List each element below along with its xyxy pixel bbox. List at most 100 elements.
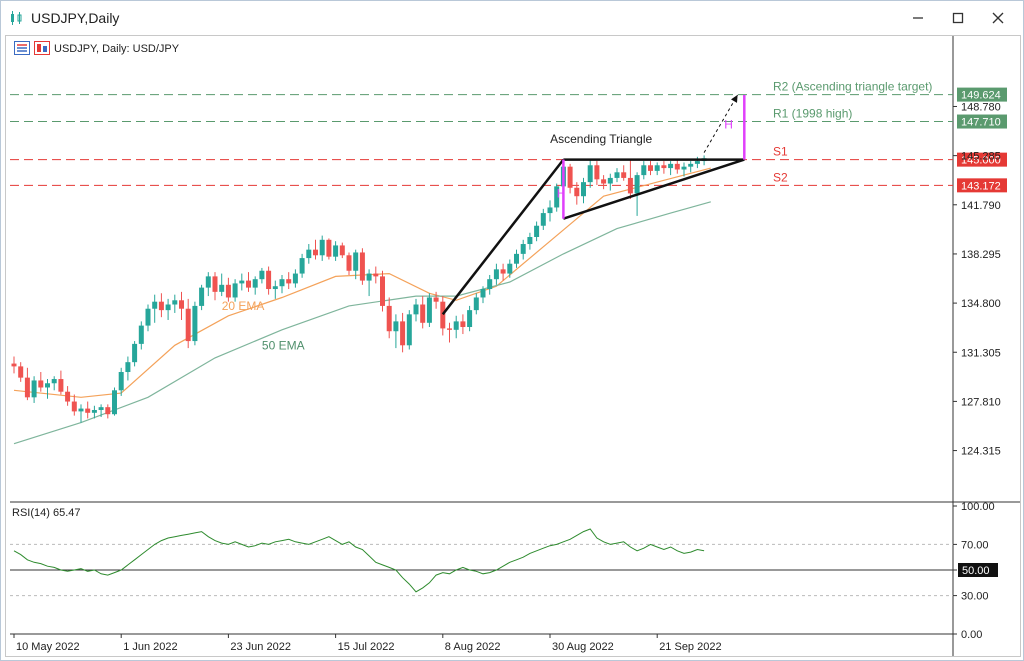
candle: [380, 270, 385, 312]
candle: [440, 296, 446, 336]
level-label: S2: [773, 170, 788, 184]
rsi-title: RSI(14) 65.47: [12, 507, 80, 519]
candle: [648, 161, 653, 176]
x-tick-label: 23 Jun 2022: [230, 641, 291, 653]
candle: [500, 263, 506, 281]
y-tick-label: 127.810: [961, 396, 1001, 408]
chart-annotation: H: [557, 187, 566, 201]
minimize-button[interactable]: [901, 6, 935, 30]
candle: [473, 293, 479, 315]
candle: [507, 259, 513, 278]
candle: [266, 266, 272, 295]
chart-area[interactable]: USDJPY, Daily: USD/JPY R2 (Ascending tri…: [5, 35, 1021, 657]
x-tick-label: 15 Jul 2022: [338, 641, 395, 653]
candle: [621, 165, 627, 181]
candle: [326, 238, 332, 260]
price-chart[interactable]: USDJPY, Daily: USD/JPY R2 (Ascending tri…: [6, 36, 1020, 656]
candle: [259, 267, 265, 284]
candle: [299, 253, 305, 278]
close-icon: [992, 12, 1004, 24]
level-label: R2 (Ascending triangle target): [773, 80, 932, 94]
title-bar: USDJPY,Daily: [1, 1, 1023, 35]
candle: [292, 269, 298, 288]
x-tick-label: 21 Sep 2022: [659, 641, 721, 653]
candle: [627, 159, 633, 200]
candle: [172, 294, 178, 313]
rsi-tick-label: 0.00: [961, 629, 982, 641]
candle: [51, 376, 57, 391]
candle: [688, 161, 694, 173]
ema-line: [13, 201, 711, 445]
candle: [681, 162, 687, 177]
y-tick-label: 138.295: [961, 249, 1001, 261]
rsi-tick-label: 30.00: [961, 591, 989, 603]
candle: [574, 182, 580, 205]
candle: [433, 291, 439, 309]
x-tick-label: 8 Aug 2022: [445, 641, 501, 653]
level-price-badge: [957, 178, 1007, 193]
candle: [58, 370, 64, 395]
chart-annotation: 50 EMA: [262, 339, 305, 353]
candle: [540, 208, 546, 230]
candle: [145, 304, 151, 332]
candle: [333, 241, 339, 261]
candle: [594, 161, 600, 185]
candle: [105, 404, 111, 419]
candle: [125, 356, 131, 381]
candle: [38, 372, 44, 392]
candle: [393, 314, 399, 349]
candle: [460, 314, 466, 335]
candle: [641, 161, 647, 180]
window-title: USDJPY,Daily: [31, 10, 120, 26]
y-tick-label: 134.800: [961, 298, 1001, 310]
candle: [158, 293, 164, 318]
indicator-icon: [34, 41, 50, 55]
candle: [225, 277, 231, 302]
candle: [232, 279, 238, 302]
candle: [24, 367, 30, 401]
y-tick-label: 145.285: [961, 151, 1001, 163]
candle: [192, 301, 198, 346]
candle: [71, 394, 77, 416]
candle: [199, 284, 205, 311]
chart-annotation: H: [724, 118, 733, 132]
candle: [239, 273, 245, 291]
candle: [426, 293, 432, 328]
candle: [65, 386, 71, 406]
level-label: R1 (1998 high): [773, 107, 852, 121]
level-price-label: 143.172: [961, 180, 1001, 192]
candle: [607, 173, 613, 191]
candle: [373, 266, 379, 284]
candle: [527, 232, 533, 250]
y-tick-label: 141.790: [961, 200, 1001, 212]
candle: [467, 305, 473, 332]
chart-annotation: 20 EMA: [222, 299, 265, 313]
level-price-badge: [957, 152, 1007, 167]
candle: [520, 239, 526, 260]
candle: [547, 200, 553, 222]
candle: [668, 161, 674, 176]
candle: [219, 273, 225, 297]
candle: [353, 249, 359, 280]
candle: [453, 315, 459, 339]
candle: [132, 341, 138, 367]
candle: [587, 159, 593, 188]
candle: [601, 175, 607, 190]
close-button[interactable]: [981, 6, 1015, 30]
chart-type-icon: [14, 41, 30, 55]
candle: [205, 272, 211, 297]
candle: [45, 379, 50, 399]
rsi-tick-label: 100.00: [961, 501, 995, 513]
target-arrow-head: [731, 94, 738, 103]
impulse-trendline: [441, 158, 565, 316]
maximize-button[interactable]: [941, 6, 975, 30]
rsi-level-label: 50.00: [962, 565, 990, 577]
candle: [152, 294, 158, 323]
maximize-icon: [952, 12, 964, 24]
level-price-badge: [957, 87, 1007, 102]
candle: [18, 362, 24, 382]
level-price-label: 145.000: [961, 155, 1001, 167]
candle: [346, 252, 352, 275]
level-price-badge: [957, 114, 1007, 129]
